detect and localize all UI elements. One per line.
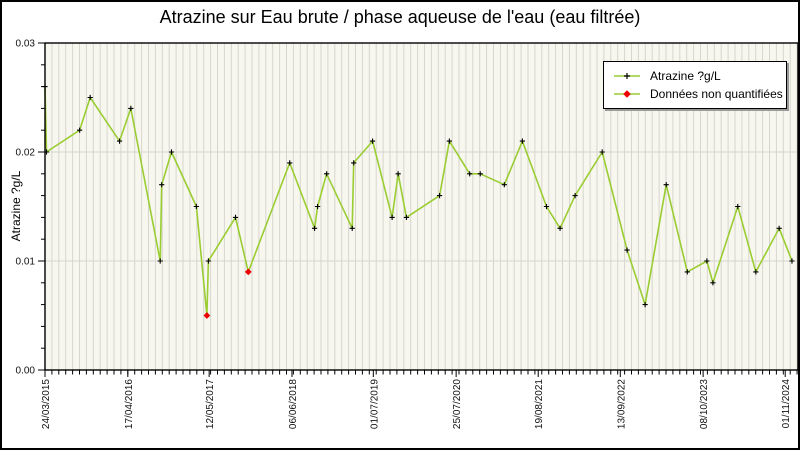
data-point-marker: [642, 302, 648, 308]
chart-title: Atrazine sur Eau brute / phase aqueuse d…: [159, 7, 641, 27]
legend-line-diamond-icon: [614, 90, 640, 99]
x-tick-label: 08/10/2023: [699, 379, 710, 429]
data-point-marker: [369, 138, 376, 144]
data-point-marker: [159, 182, 165, 188]
data-point-marker: [572, 193, 578, 199]
legend-item-label: Atrazine ?g/L: [650, 68, 721, 83]
x-tick-label: 06/06/2018: [288, 379, 299, 429]
data-point-marker: [704, 258, 710, 264]
data-point-marker: [168, 149, 175, 155]
data-point-marker: [776, 225, 782, 231]
x-tick-label: 25/07/2020: [452, 379, 463, 429]
data-point-marker: [501, 182, 507, 188]
data-point-marker: [205, 258, 212, 264]
data-point-marker: [753, 269, 759, 275]
data-point-marker: [557, 225, 563, 231]
data-point-marker: [287, 160, 293, 166]
data-point-marker: [128, 105, 134, 111]
data-point-marker: [663, 182, 669, 188]
y-axis-title: Atrazine ?g/L: [9, 170, 23, 242]
legend-box: Atrazine ?g/L Données non quantifiées: [603, 61, 787, 109]
data-point-marker: [789, 258, 795, 264]
x-tick-label: 12/05/2017: [205, 379, 216, 429]
data-point-marker: [684, 269, 690, 275]
data-point-marker: [446, 138, 452, 144]
data-point-markers: [42, 84, 795, 319]
x-tick-label: 24/03/2015: [41, 379, 52, 429]
x-tick-label: 17/04/2016: [124, 379, 135, 429]
data-point-marker: [467, 171, 473, 177]
data-point-marker: [389, 214, 395, 220]
data-point-marker: [735, 203, 741, 210]
data-point-marker: [624, 247, 630, 253]
data-point-marker: [349, 225, 355, 231]
data-point-marker: [232, 214, 239, 220]
y-tick-label: 0.00: [16, 366, 36, 377]
data-point-marker: [519, 138, 526, 144]
data-point-marker: [193, 203, 199, 210]
data-point-marker: [314, 203, 321, 210]
y-tick-label: 0.01: [16, 257, 36, 268]
data-point-marker: [116, 138, 123, 144]
series-line: [44, 86, 793, 317]
data-point-marker: [311, 225, 318, 231]
plot-border: [44, 42, 799, 371]
non-quantified-marker: [244, 268, 252, 276]
x-tick-label: 13/09/2022: [616, 379, 627, 429]
data-point-marker: [395, 171, 401, 177]
x-minor-ticks: [51, 370, 798, 375]
data-point-marker: [351, 160, 357, 166]
x-tick-label: 01/11/2024: [781, 379, 792, 429]
x-tick-label: 19/08/2021: [534, 379, 545, 429]
data-point-marker: [324, 171, 330, 177]
data-point-marker: [436, 193, 443, 199]
legend-item-non-quantified: Données non quantifiées: [612, 87, 783, 101]
legend-item-label: Données non quantifiées: [650, 87, 783, 102]
y-tick-label: 0.02: [16, 148, 36, 159]
x-tick-labels: 24/03/2015 17/04/2016 12/05/2017 06/06/2018…: [41, 370, 792, 429]
legend-line-plus-icon: [614, 72, 640, 79]
legend-item-atrazine: Atrazine ?g/L: [612, 69, 778, 83]
data-point-marker: [87, 94, 93, 101]
data-point-marker: [710, 280, 716, 286]
x-tick-label: 01/07/2019: [369, 379, 380, 429]
data-point-marker: [77, 127, 83, 133]
y-tick-label: 0.03: [16, 39, 36, 50]
data-point-marker: [157, 258, 163, 264]
vertical-gridlines: [51, 43, 798, 370]
data-point-marker: [403, 214, 410, 220]
data-point-marker: [599, 149, 605, 155]
data-point-marker: [477, 171, 483, 177]
non-quantified-marker: [203, 312, 211, 319]
data-point-marker: [543, 203, 550, 210]
y-ticks: [38, 42, 45, 371]
